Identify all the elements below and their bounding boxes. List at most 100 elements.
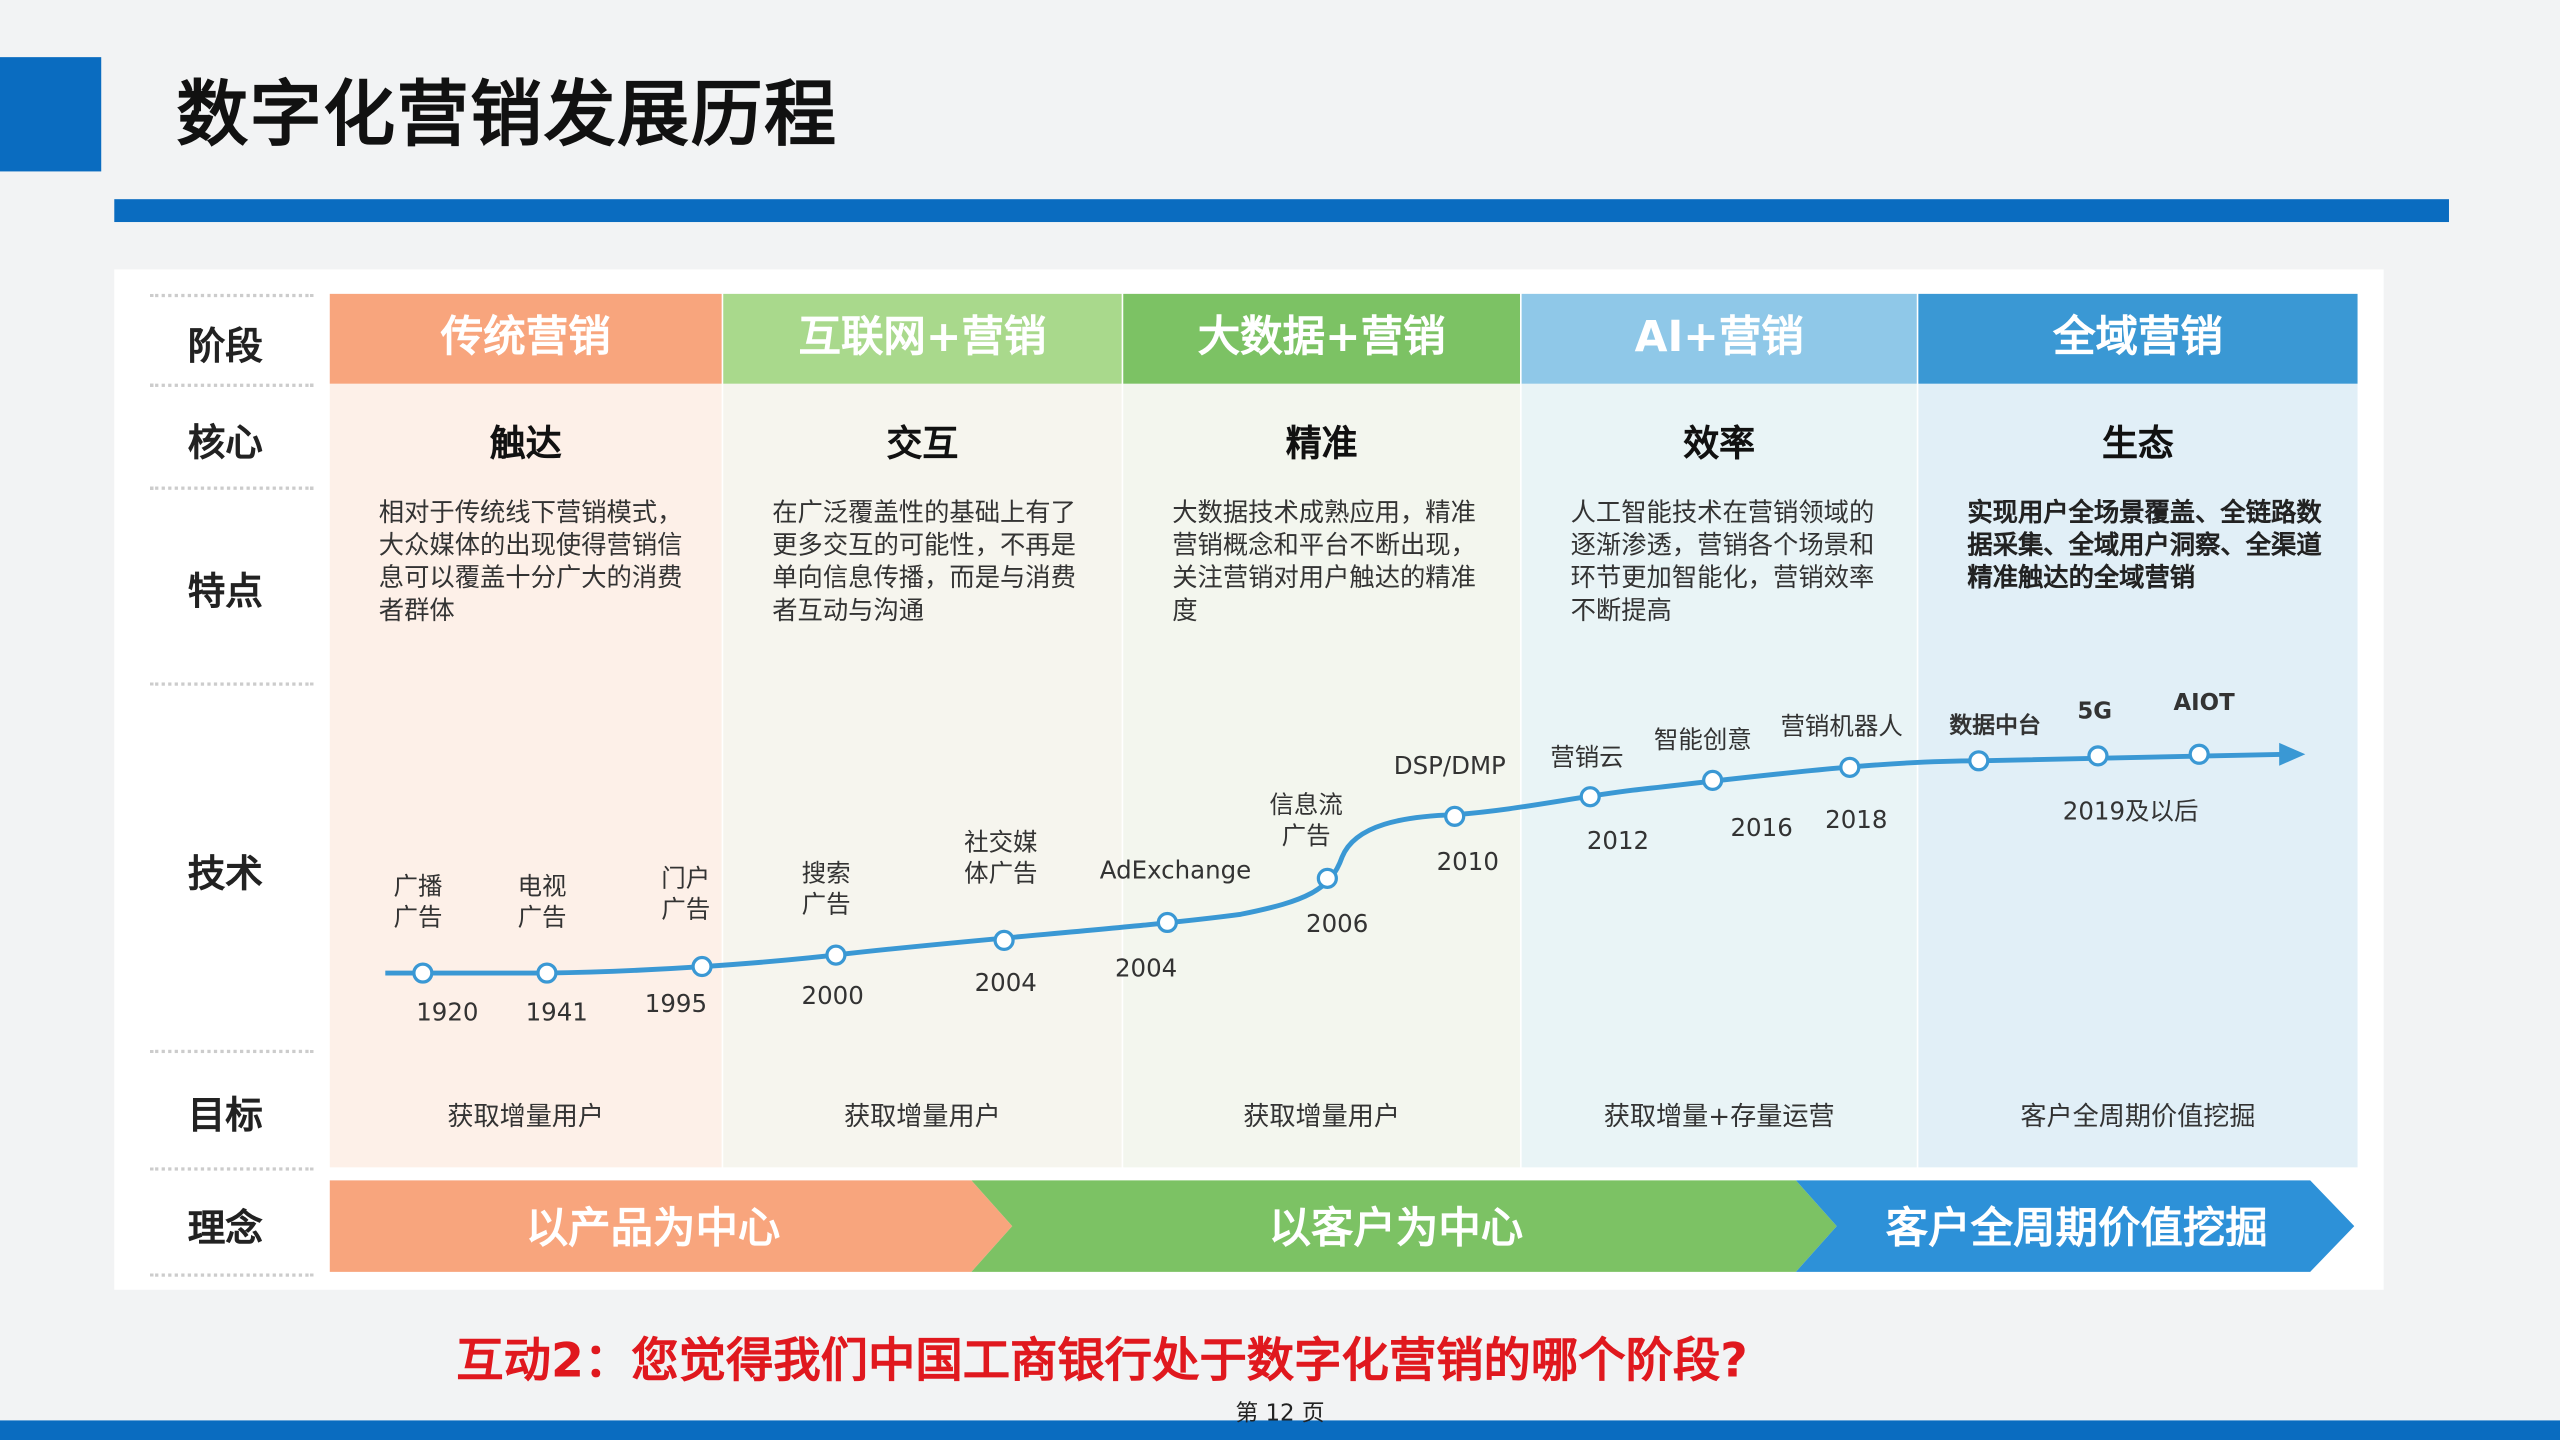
tech-label: 广告 <box>393 903 442 932</box>
tech-year: 1941 <box>526 997 588 1026</box>
timeline-node <box>536 962 558 984</box>
tech-year: 2000 <box>802 981 864 1010</box>
stage-goal: 获取增量用户 <box>844 1100 1001 1132</box>
row-label: 理念 <box>187 1207 263 1250</box>
philosophy-arrow <box>1795 1180 2355 1272</box>
row-separator <box>150 1167 314 1171</box>
timeline-node <box>1702 769 1724 792</box>
stage-goal: 获取增量用户 <box>447 1100 605 1132</box>
tech-year: 2012 <box>1587 826 1649 855</box>
tech-year: 2004 <box>1115 953 1177 982</box>
footer-bar <box>0 1420 2560 1440</box>
stage-column: 全域营销生态实现用户全场景覆盖、全链路数据采集、全域用户洞察、全渠道精准触达的全… <box>1918 293 2358 1168</box>
tech-label: 广告 <box>518 903 567 932</box>
stage-core: 生态 <box>2102 424 2174 466</box>
stage-core: 触达 <box>489 424 562 466</box>
timeline-node <box>1156 911 1178 934</box>
row-label: 核心 <box>187 422 263 465</box>
tech-label: 广告 <box>1282 821 1331 850</box>
timeline-node <box>1316 867 1338 889</box>
question: 互动2：您觉得我们中国工商银行处于数字化营销的哪个阶段? <box>456 1332 1748 1388</box>
tech-year: 2010 <box>1437 847 1499 876</box>
row-label: 目标 <box>187 1095 263 1138</box>
row-separator <box>150 682 314 686</box>
timeline-node <box>412 962 434 984</box>
tech-label: 信息流 <box>1269 790 1342 819</box>
tech-label: 广告 <box>661 895 710 924</box>
row-separator <box>150 1273 314 1277</box>
stage-core: 交互 <box>886 424 959 466</box>
tech-year: 2006 <box>1306 909 1368 938</box>
tech-label: 营销机器人 <box>1780 712 1902 741</box>
timeline-node <box>825 944 847 966</box>
tech-label: 电视 <box>518 872 567 901</box>
timeline-curve <box>385 751 2286 976</box>
row-separator <box>150 293 314 298</box>
title-bar <box>114 199 2449 223</box>
tech-label: 社交媒 <box>964 828 1037 857</box>
stage-goal: 获取增量用户 <box>1243 1100 1400 1132</box>
philosophy-text: 以产品为中心 <box>526 1204 781 1253</box>
row-label: 技术 <box>187 853 263 896</box>
tech-label: 广告 <box>802 890 851 919</box>
philosophy-arrow <box>329 1180 1013 1272</box>
stage-column: 大数据+营销精准大数据技术成熟应用，精准营销概念和平台不断出现，关注营销对用户触… <box>1123 293 1520 1168</box>
tech-year: 2004 <box>975 968 1037 997</box>
tech-label: 智能创意 <box>1654 725 1752 754</box>
stage-goal: 获取增量+存量运营 <box>1603 1100 1835 1132</box>
page-number: 第 12 页 <box>1235 1400 1325 1427</box>
tech-label: 5G <box>2077 698 2112 724</box>
tech-year: 1995 <box>645 989 707 1018</box>
tech-label: 营销云 <box>1550 743 1623 772</box>
tech-label: 体广告 <box>964 859 1037 888</box>
row-label: 特点 <box>187 571 263 614</box>
timeline-node <box>1444 805 1466 827</box>
tech-label: 数据中台 <box>1949 712 2040 739</box>
stage-feature: 实现用户全场景覆盖、全链路数据采集、全域用户洞察、全渠道精准触达的全域营销 <box>1967 497 2322 593</box>
tech-label: 搜索 <box>802 859 851 888</box>
row-separator <box>150 383 314 387</box>
stage-column: 传统营销触达相对于传统线下营销模式，大众媒体的出现使得营销信息可以覆盖十分广大的… <box>329 293 722 1168</box>
stage-header: 互联网+营销 <box>723 293 1122 384</box>
philosophy-text: 客户全周期价值挖掘 <box>1886 1204 2268 1253</box>
stage-header: 传统营销 <box>329 293 722 384</box>
stage-core: 效率 <box>1683 424 1756 466</box>
tech-label: 门户 <box>661 864 710 893</box>
timeline-node <box>993 929 1015 952</box>
timeline-node <box>2087 745 2109 767</box>
tech-year: 2018 <box>1825 805 1887 834</box>
stage-column: AI+营销效率人工智能技术在营销领域的逐渐渗透，营销各个场景和环节更加智能化，营… <box>1521 293 1917 1168</box>
timeline-arrowhead <box>2279 742 2306 766</box>
row-label: 阶段 <box>187 325 263 369</box>
stage-feature: 人工智能技术在营销领域的逐渐渗透，营销各个场景和环节更加智能化，营销效率不断提高 <box>1570 497 1875 626</box>
tech-label: 广播 <box>393 872 442 901</box>
timeline-node <box>1968 750 1990 772</box>
stage-goal: 客户全周期价值挖掘 <box>2020 1100 2256 1132</box>
timeline-node <box>1579 786 1601 808</box>
stage-feature: 大数据技术成熟应用，精准营销概念和平台不断出现，关注营销对用户触达的精准度 <box>1172 497 1476 626</box>
row-separator <box>150 1049 314 1054</box>
tech-year: 1920 <box>416 997 478 1026</box>
stage-feature: 相对于传统线下营销模式，大众媒体的出现使得营销信息可以覆盖十分广大的消费者群体 <box>378 497 683 626</box>
tech-label: AIOT <box>2173 690 2235 716</box>
slide-title: 数字化营销发展历程 <box>176 73 838 157</box>
stage-header: AI+营销 <box>1521 293 1917 384</box>
stage-header: 大数据+营销 <box>1123 293 1520 384</box>
title-block <box>0 57 102 172</box>
tech-year: 2016 <box>1730 813 1792 842</box>
timeline-node <box>1839 756 1861 778</box>
row-separator <box>150 486 314 490</box>
stage-column: 互联网+营销 交互 在广泛覆盖性的基础上有了更多交互的可能性，不再是单向信息传播，而… <box>723 293 1122 1168</box>
tech-label: DSP/DMP <box>1394 751 1506 780</box>
timeline-node <box>2188 743 2210 765</box>
timeline-node <box>691 955 713 978</box>
stage-core: 精准 <box>1285 424 1358 466</box>
philosophy-arrow <box>971 1180 1837 1272</box>
philosophy-text: 以客户为中心 <box>1269 1204 1524 1253</box>
tech-year-note: 2019及以后 <box>2063 797 2199 826</box>
tech-label: AdExchange <box>1100 855 1251 884</box>
stage-header: 全域营销 <box>1918 293 2358 384</box>
